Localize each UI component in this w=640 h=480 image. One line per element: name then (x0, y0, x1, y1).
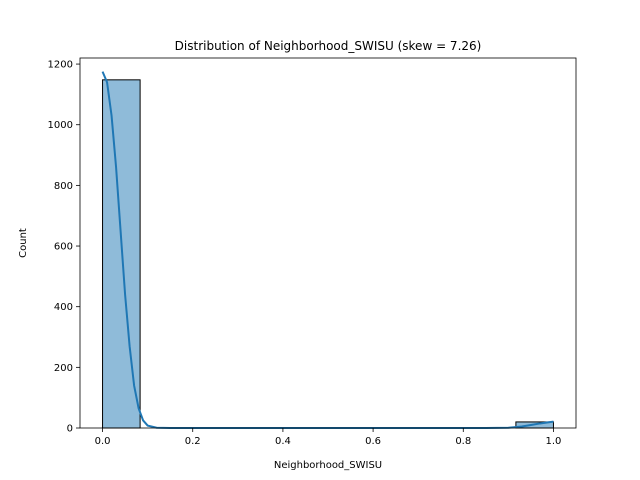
y-tick-label: 0 (67, 424, 73, 435)
y-tick-label: 200 (54, 363, 73, 374)
x-tick-label: 0.4 (275, 436, 291, 447)
x-tick-label: 1.0 (546, 436, 562, 447)
x-tick-label: 0.6 (365, 436, 381, 447)
y-tick-label: 1200 (48, 60, 73, 71)
y-axis-ticks: 0 200 400 600 800 1000 1200 (48, 60, 80, 435)
x-axis-label: Neighborhood_SWISU (274, 460, 382, 471)
y-axis-label: Count (18, 228, 29, 258)
y-tick-label: 600 (54, 242, 73, 253)
chart-title: Distribution of Neighborhood_SWISU (skew… (175, 39, 482, 53)
plot-area-frame (79, 57, 577, 429)
x-tick-label: 0.2 (185, 436, 201, 447)
y-tick-label: 1000 (48, 120, 73, 131)
bars-group (102, 79, 554, 429)
y-tick-label: 400 (54, 302, 73, 313)
x-tick-label: 0.8 (455, 436, 471, 447)
kde-line (101, 71, 554, 429)
x-axis-ticks: 0.0 0.2 0.4 0.6 0.8 1.0 (95, 428, 562, 447)
y-tick-label: 800 (54, 181, 73, 192)
x-tick-label: 0.0 (95, 436, 111, 447)
